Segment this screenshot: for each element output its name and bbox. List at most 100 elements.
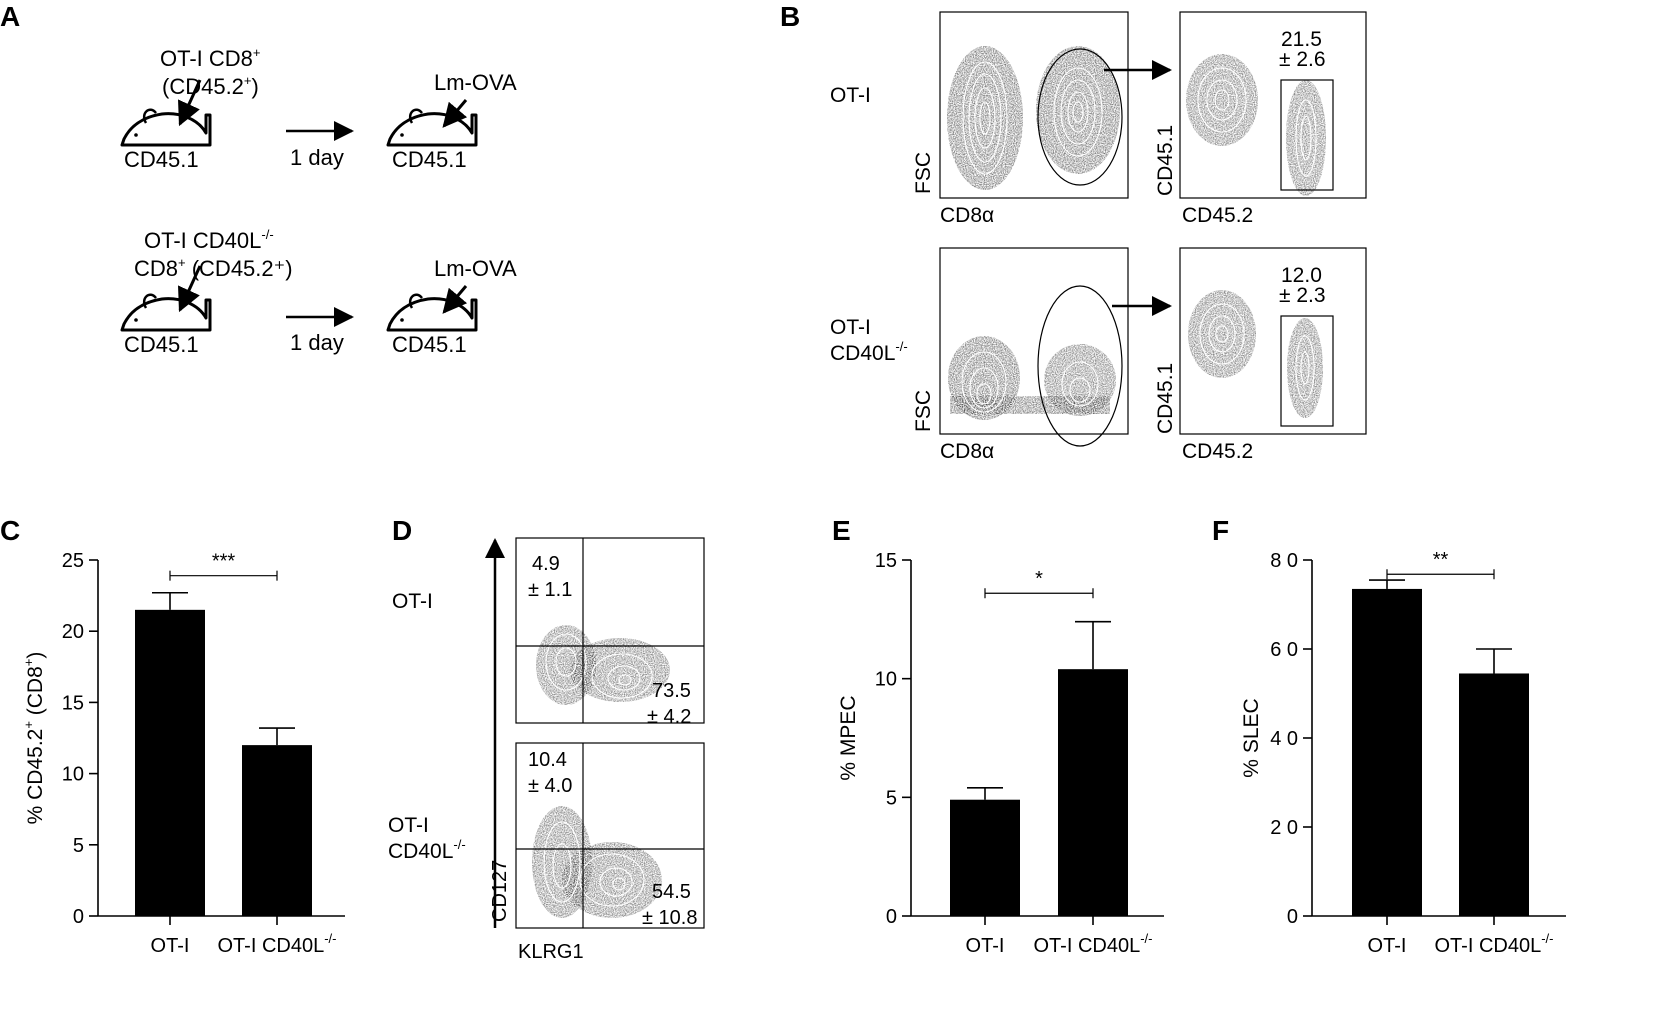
row-label-line-1: OT-I: [830, 316, 871, 339]
lower-right-sd: ± 10.8: [642, 907, 697, 929]
host-label-2: CD45.1: [392, 147, 467, 172]
donor-label-line-1: OT-I CD40L-/-: [144, 227, 274, 253]
cd8-contours: [962, 61, 1103, 175]
y-tick-label: 10: [875, 669, 897, 691]
gate-value: 21.5: [1281, 28, 1322, 51]
panel-letter-c: C: [0, 515, 20, 546]
injection-arrow-icon: [442, 285, 468, 314]
flow-plot-frame: [515, 537, 705, 724]
recipient-mouse-icon: [120, 108, 212, 147]
cd8-density-cloud: [948, 336, 1116, 420]
y-tick-label: 10: [62, 764, 84, 786]
significance-marker: ***: [212, 551, 236, 573]
injection-arrow-icon: [442, 99, 468, 128]
y-axis-label: % CD45.2+ (CD8+): [21, 652, 47, 825]
x-tick-label: OT-I CD40L-/-: [218, 931, 337, 957]
x-tick-label: OT-I CD40L-/-: [1435, 931, 1554, 957]
panel-b-row-2: OT-I CD40L-/- CD8α FSC: [830, 247, 1367, 463]
x-tick-label: OT-I: [1368, 935, 1407, 957]
cd8-plot-frame: [939, 11, 1129, 199]
plot2-xlabel: CD45.2: [1182, 440, 1253, 463]
y-tick-label: 5: [886, 787, 897, 809]
upper-left-sd: ± 4.0: [528, 775, 572, 797]
lower-right-value: 73.5: [652, 680, 691, 702]
row-label-line-1: OT-I: [388, 814, 429, 837]
panel-letter-f: F: [1212, 515, 1229, 546]
gate-sd: ± 2.3: [1279, 284, 1326, 307]
row-label-line-1: OT-I: [392, 590, 433, 613]
bar: [950, 799, 1020, 916]
bar: [1058, 669, 1128, 916]
panel-letter-d: D: [392, 515, 412, 546]
y-axis-label: % MPEC: [837, 695, 860, 780]
y-tick-label: 5: [73, 835, 84, 857]
bar: [242, 745, 312, 916]
significance-marker: **: [1433, 549, 1449, 571]
cd45-density-cloud: [1188, 290, 1323, 418]
challenge-label: Lm-OVA: [434, 256, 517, 281]
cd45-gate: [1280, 315, 1334, 427]
y-tick-label: 6 0: [1270, 639, 1298, 661]
upper-left-sd: ± 1.1: [528, 579, 572, 601]
cd45-contours: [1197, 67, 1317, 177]
panel-a: A OT-I CD8+ (CD45.2+) CD45.1 1 day Lm-OV…: [0, 1, 517, 357]
bar: [135, 609, 205, 916]
y-tick-label: 0: [886, 906, 897, 928]
panel-a-row-2: OT-I CD40L-/- CD8+ (CD45.2⁺) CD45.1 1 da…: [120, 227, 517, 357]
gate-value: 12.0: [1281, 264, 1322, 287]
panel-d-row-1: OT-I 4.9 ± 1.1 73.5 ± 4.2: [392, 537, 705, 728]
interval-label: 1 day: [290, 330, 344, 355]
x-tick-label: OT-I CD40L-/-: [1034, 931, 1153, 957]
challenged-mouse-icon: [386, 108, 478, 147]
cd8-contours: [961, 351, 1099, 413]
significance-marker: *: [1035, 568, 1043, 590]
cd45-plot-frame: [1179, 247, 1367, 435]
flow-contours: [545, 633, 653, 699]
donor-label-line-2: CD8+ (CD45.2⁺): [134, 255, 293, 281]
interval-label: 1 day: [290, 145, 344, 170]
panel-a-row-1: OT-I CD8+ (CD45.2+) CD45.1 1 day Lm-OVA …: [120, 45, 517, 172]
upper-left-value: 10.4: [528, 749, 567, 771]
plot1-xlabel: CD8α: [940, 204, 994, 227]
y-tick-label: 15: [62, 692, 84, 714]
row-label-line-1: OT-I: [830, 84, 871, 107]
cd8-gate: [1037, 48, 1123, 186]
panel-d: D CD127 KLRG1 OT-I 4.9 ± 1.1 73.5 ± 4.2: [388, 515, 705, 963]
plot1-ylabel: FSC: [912, 390, 935, 432]
y-axis-label: % SLEC: [1240, 698, 1263, 777]
y-tick-label: 15: [875, 550, 897, 572]
cd45-density-cloud: [1186, 54, 1326, 196]
panel-b-row-1: OT-I CD8α FSC 21.5: [830, 11, 1367, 227]
host-label-1: CD45.1: [124, 332, 199, 357]
x-tick-label: OT-I: [966, 935, 1005, 957]
flow-contours: [543, 821, 645, 907]
d-xlabel: KLRG1: [518, 941, 584, 963]
cd45-plot-frame: [1179, 11, 1367, 199]
recipient-mouse-icon: [120, 293, 212, 332]
gate-sd: ± 2.6: [1279, 48, 1326, 71]
flow-density-cloud: [532, 806, 662, 918]
host-label-1: CD45.1: [124, 147, 199, 172]
donor-label-line-2: (CD45.2+): [162, 73, 259, 99]
panel-e-bar-chart: E 0 5 10 15 % MPEC OT-I OT-I CD40L-/- *: [832, 515, 1164, 957]
y-tick-label: 25: [62, 550, 84, 572]
plot2-ylabel: CD45.1: [1154, 125, 1177, 196]
challenged-mouse-icon: [386, 293, 478, 332]
y-tick-label: 8 0: [1270, 550, 1298, 572]
y-tick-label: 0: [1287, 906, 1298, 928]
y-tick-label: 4 0: [1270, 728, 1298, 750]
injection-arrow-icon: [178, 79, 202, 127]
y-tick-label: 0: [73, 906, 84, 928]
flow-plot-frame: [515, 742, 705, 929]
x-tick-label: OT-I: [151, 935, 190, 957]
panel-letter-a: A: [0, 1, 20, 32]
y-tick-label: 2 0: [1270, 817, 1298, 839]
plot2-xlabel: CD45.2: [1182, 204, 1253, 227]
y-tick-label: 20: [62, 621, 84, 643]
cd45-contours: [1199, 303, 1315, 401]
injection-arrow-icon: [178, 265, 202, 313]
cd8-density-cloud: [947, 46, 1120, 190]
cd45-gate: [1280, 79, 1334, 191]
challenge-label: Lm-OVA: [434, 70, 517, 95]
